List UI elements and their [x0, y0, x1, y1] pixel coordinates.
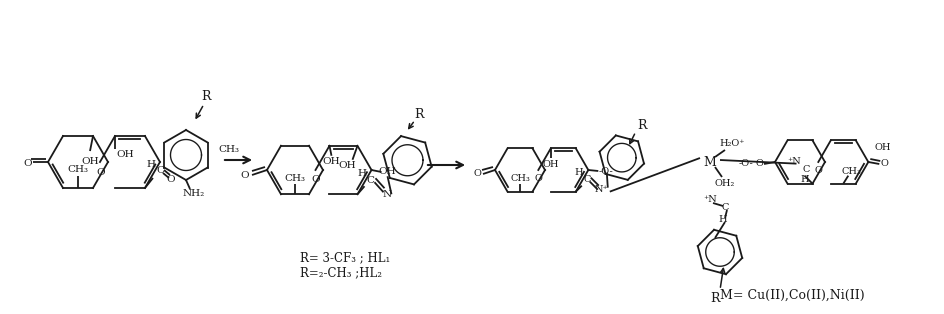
- Text: M: M: [703, 155, 716, 169]
- Text: O: O: [166, 176, 175, 185]
- Text: H: H: [146, 160, 156, 170]
- Text: N⁺: N⁺: [595, 185, 608, 194]
- Text: H: H: [574, 168, 582, 177]
- Text: C: C: [802, 165, 809, 174]
- Text: OH₂: OH₂: [714, 180, 734, 188]
- Text: NH₂: NH₂: [183, 190, 205, 198]
- Text: H: H: [800, 175, 808, 184]
- Text: CH₃: CH₃: [284, 174, 305, 183]
- Text: ⁺N: ⁺N: [786, 157, 801, 166]
- Text: H: H: [718, 215, 727, 225]
- Text: R: R: [413, 108, 423, 121]
- Text: CH₃: CH₃: [840, 167, 860, 176]
- Text: C: C: [582, 175, 590, 184]
- Text: R: R: [636, 119, 646, 132]
- Text: R=₂-CH₃ ;HL₂: R=₂-CH₃ ;HL₂: [299, 267, 381, 279]
- Text: -O-: -O-: [598, 166, 613, 176]
- Text: -O-: -O-: [738, 159, 752, 167]
- Text: O: O: [312, 175, 320, 184]
- Text: M= Cu(II),Co(II),Ni(II): M= Cu(II),Co(II),Ni(II): [719, 289, 864, 301]
- Text: OH: OH: [338, 161, 356, 170]
- Text: OH: OH: [379, 167, 396, 176]
- Text: H: H: [357, 169, 365, 178]
- Text: OH: OH: [116, 149, 134, 159]
- Text: CH₃: CH₃: [218, 145, 239, 154]
- Text: O: O: [473, 169, 480, 177]
- Text: O: O: [24, 160, 32, 169]
- Text: O: O: [880, 160, 887, 169]
- Text: R: R: [201, 90, 211, 104]
- Text: OH: OH: [322, 157, 340, 166]
- Text: R: R: [710, 291, 719, 305]
- Text: R= 3-CF₃ ; HL₁: R= 3-CF₃ ; HL₁: [299, 252, 390, 264]
- Text: H₂O⁺: H₂O⁺: [718, 139, 744, 149]
- Text: OH: OH: [873, 143, 889, 153]
- Text: N: N: [382, 190, 392, 199]
- Text: CH₃: CH₃: [67, 165, 89, 175]
- Text: O: O: [241, 171, 249, 180]
- Text: C: C: [156, 166, 164, 176]
- Text: C: C: [720, 203, 728, 213]
- Text: O: O: [814, 166, 822, 175]
- Text: O: O: [754, 160, 762, 169]
- Text: O: O: [534, 174, 542, 183]
- Text: CH₃: CH₃: [510, 174, 530, 183]
- Text: ⁺N: ⁺N: [702, 196, 716, 204]
- Text: OH: OH: [81, 156, 99, 165]
- Text: C: C: [366, 176, 374, 185]
- Text: OH: OH: [542, 160, 559, 169]
- Text: O: O: [96, 168, 105, 177]
